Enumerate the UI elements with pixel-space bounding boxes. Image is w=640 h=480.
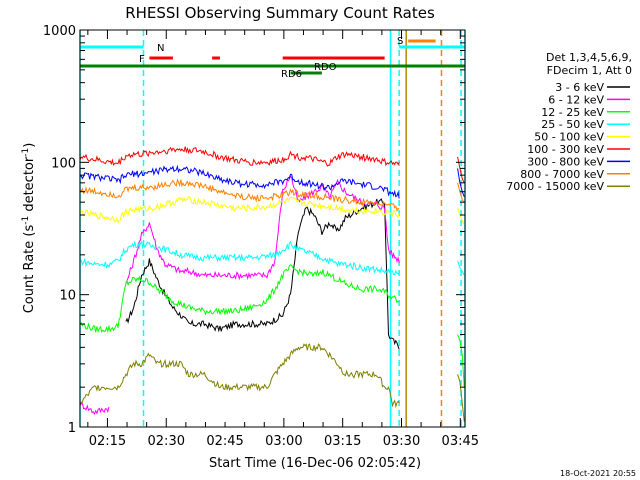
chart-title: RHESSI Observing Summary Count Rates bbox=[125, 4, 435, 22]
series-5 bbox=[79, 196, 400, 224]
flag-label-f: F bbox=[139, 54, 145, 65]
series-7-line-1 bbox=[79, 164, 400, 199]
series-2-line-1 bbox=[79, 401, 110, 416]
legend-label-2: 6 - 12 keV bbox=[548, 93, 604, 106]
y-tick-label-1: 1 bbox=[68, 421, 76, 436]
series-4 bbox=[79, 240, 400, 276]
flag-bars bbox=[80, 39, 465, 75]
x-tick-label-3: 03:00 bbox=[265, 434, 302, 449]
tail-line-3 bbox=[457, 182, 465, 203]
series-7 bbox=[79, 164, 400, 199]
legend-label-9: 7000 - 15000 keV bbox=[506, 180, 604, 193]
y-tick-label-10: 10 bbox=[59, 289, 76, 304]
tail-line-5 bbox=[457, 260, 465, 276]
y-axis: 1 10 100 1000 bbox=[43, 24, 465, 436]
series-3 bbox=[79, 264, 400, 333]
y-axis-label: Count Rate (s-1 detector-1) bbox=[21, 143, 37, 314]
tail-line-4 bbox=[457, 208, 465, 225]
tail-line-7 bbox=[457, 374, 465, 422]
series-3-line-1 bbox=[79, 264, 400, 333]
series-6 bbox=[79, 146, 400, 167]
flag-label-n: N bbox=[157, 43, 164, 54]
series-8-line-1 bbox=[79, 178, 400, 213]
x-axis-label: Start Time (16-Dec-06 02:05:42) bbox=[209, 456, 421, 471]
series-9 bbox=[79, 343, 400, 409]
series-5-line-1 bbox=[79, 196, 400, 224]
series-4-line-1 bbox=[79, 240, 400, 276]
flag-label-s: S bbox=[397, 36, 403, 47]
tail-line-2 bbox=[457, 168, 465, 197]
plot-area bbox=[79, 30, 466, 427]
y-tick-label-100: 100 bbox=[51, 156, 76, 171]
x-tick-label-2: 02:45 bbox=[206, 434, 243, 449]
legend-label-3: 12 - 25 keV bbox=[541, 106, 604, 119]
flag-label-rd6: RD6 bbox=[281, 69, 302, 80]
legend-label-1: 3 - 6 keV bbox=[555, 81, 604, 94]
x-tick-label-4: 03:15 bbox=[324, 434, 361, 449]
x-tick-label-1: 02:30 bbox=[148, 434, 185, 449]
legend-header-line-2: FDecim 1, Att 0 bbox=[547, 64, 632, 77]
series-2 bbox=[79, 175, 400, 416]
series-9-line-1 bbox=[79, 343, 400, 409]
series-8 bbox=[79, 178, 400, 213]
series-6-line-1 bbox=[79, 146, 400, 167]
y-tick-label-1000: 1000 bbox=[43, 24, 76, 39]
legend-label-5: 50 - 100 keV bbox=[534, 131, 604, 144]
series-2-line-2 bbox=[125, 175, 400, 284]
x-axis: 02:15 02:30 02:45 03:00 03:15 03:30 03:45 bbox=[87, 30, 479, 449]
legend-label-7: 300 - 800 keV bbox=[527, 155, 604, 168]
series-layer bbox=[79, 146, 465, 422]
x-tick-label-5: 03:30 bbox=[383, 434, 420, 449]
flag-label-rdo: RDO bbox=[314, 62, 337, 73]
legend-label-6: 100 - 300 keV bbox=[527, 143, 604, 156]
x-tick-label-6: 03:45 bbox=[442, 434, 479, 449]
legend-label-8: 800 - 7000 keV bbox=[520, 168, 604, 181]
legend-header-line-1: Det 1,3,4,5,6,9, bbox=[546, 51, 632, 64]
plot-frame bbox=[79, 29, 466, 428]
series-1-line-1 bbox=[125, 198, 400, 350]
series-1 bbox=[125, 198, 400, 350]
x-tick-label-0: 02:15 bbox=[89, 434, 126, 449]
legend-label-4: 25 - 50 keV bbox=[541, 118, 604, 131]
timestamp: 18-Oct-2021 20:55 bbox=[560, 469, 636, 478]
